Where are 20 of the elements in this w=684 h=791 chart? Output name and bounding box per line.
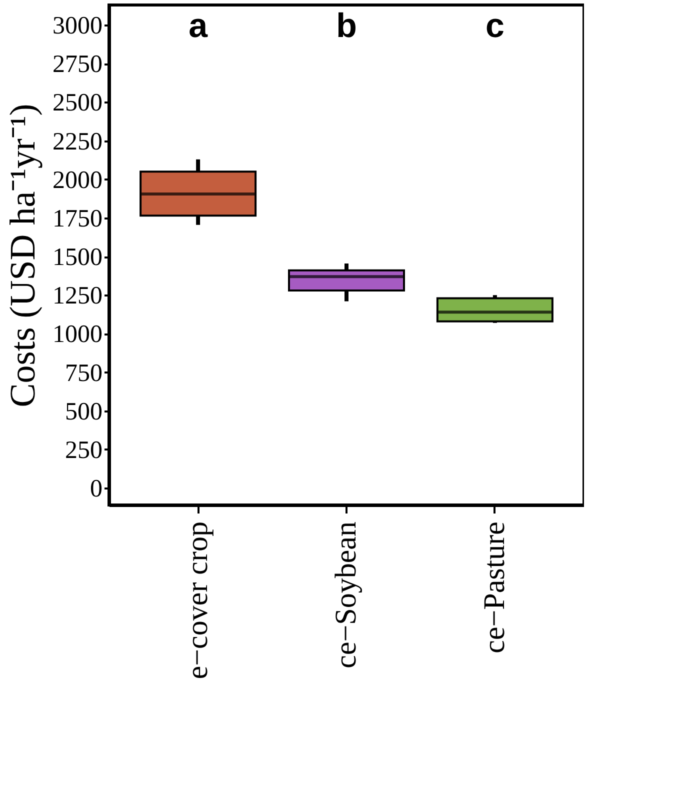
y-tick-label: 1000 xyxy=(52,321,102,348)
x-tick-label: ce−Pasture xyxy=(478,522,511,654)
y-tick-label: 2500 xyxy=(52,90,102,117)
y-tick-label: 1750 xyxy=(52,205,102,232)
y-tick-label: 0 xyxy=(90,476,102,503)
annotation: b xyxy=(336,7,357,45)
x-tick-label: ce−Soybean xyxy=(330,522,362,668)
y-tick-label: 500 xyxy=(65,398,102,426)
y-tick-label: 1250 xyxy=(52,282,102,310)
y-tick-label: 250 xyxy=(65,436,102,464)
x-tick-label: e−cover crop xyxy=(181,522,214,680)
y-tick-label: 2000 xyxy=(52,166,102,194)
y-tick-label: 3000 xyxy=(52,12,102,40)
y-tick-label: 1500 xyxy=(52,244,102,272)
y-axis-title: Costs (USD ha⁻¹yr⁻¹) xyxy=(2,104,42,408)
y-tick-label: 750 xyxy=(65,360,102,387)
y-tick-label: 2750 xyxy=(52,51,102,78)
annotation: a xyxy=(188,7,209,45)
annotation: c xyxy=(485,7,504,45)
y-tick-label: 2250 xyxy=(52,128,102,156)
